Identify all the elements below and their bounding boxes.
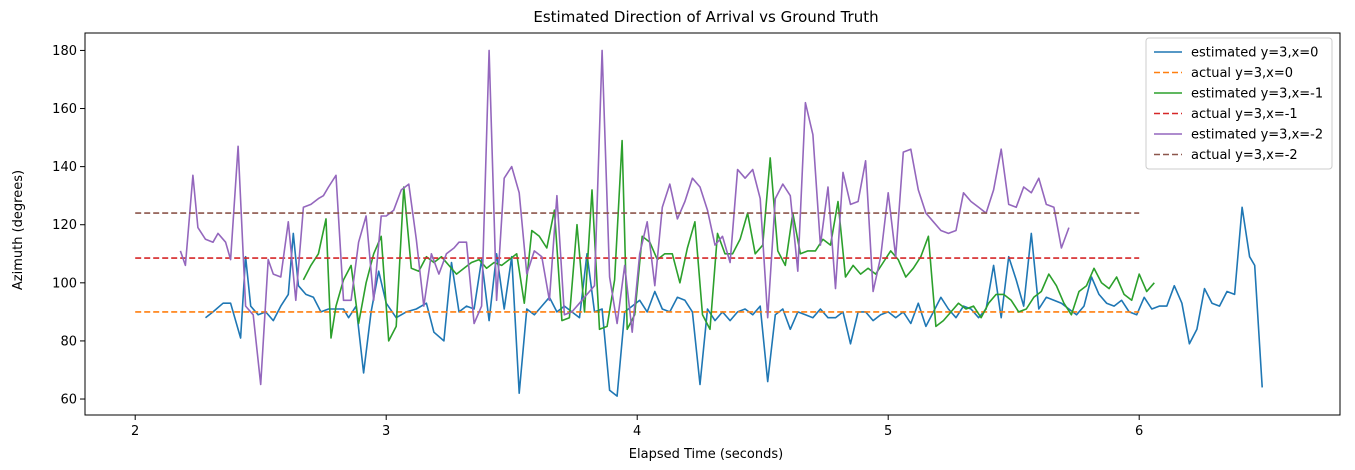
y-tick-label: 80 xyxy=(60,334,77,349)
x-axis-label: Elapsed Time (seconds) xyxy=(629,447,783,462)
series-line-5 xyxy=(179,49,1070,386)
legend-label-5: estimated y=3,x=-2 xyxy=(1191,128,1323,143)
x-tick-label: 4 xyxy=(633,424,641,439)
x-tick-label: 6 xyxy=(1135,424,1143,439)
chart-title: Estimated Direction of Arrival vs Ground… xyxy=(533,8,878,26)
y-tick-label: 100 xyxy=(52,276,77,291)
y-tick-label: 180 xyxy=(52,44,77,59)
series-line-1 xyxy=(205,206,1263,397)
legend-label-1: estimated y=3,x=0 xyxy=(1191,46,1318,61)
y-tick-label: 140 xyxy=(52,160,77,175)
legend-label-2: actual y=3,x=0 xyxy=(1191,66,1293,81)
plot-area: 2 3 4 5 6 60 80 100 120 140 160 180 xyxy=(52,32,1341,439)
y-tick-label: 60 xyxy=(60,393,77,408)
series-group xyxy=(135,49,1263,397)
y-axis-label: Azimuth (degrees) xyxy=(11,170,26,290)
legend-label-4: actual y=3,x=-1 xyxy=(1191,107,1298,122)
x-tick-label: 5 xyxy=(884,424,892,439)
series-line-3 xyxy=(302,139,1155,342)
x-tick-label: 3 xyxy=(382,424,390,439)
y-tick-label: 160 xyxy=(52,102,77,117)
legend-box xyxy=(1145,37,1333,170)
legend: estimated y=3,x=0 actual y=3,x=0 estimated… xyxy=(1145,37,1333,170)
axes-frame xyxy=(84,32,1341,416)
legend-label-3: estimated y=3,x=-1 xyxy=(1191,87,1323,102)
x-tick-label: 2 xyxy=(131,424,139,439)
y-tick-label: 120 xyxy=(52,218,77,233)
legend-label-6: actual y=3,x=-2 xyxy=(1191,148,1298,163)
